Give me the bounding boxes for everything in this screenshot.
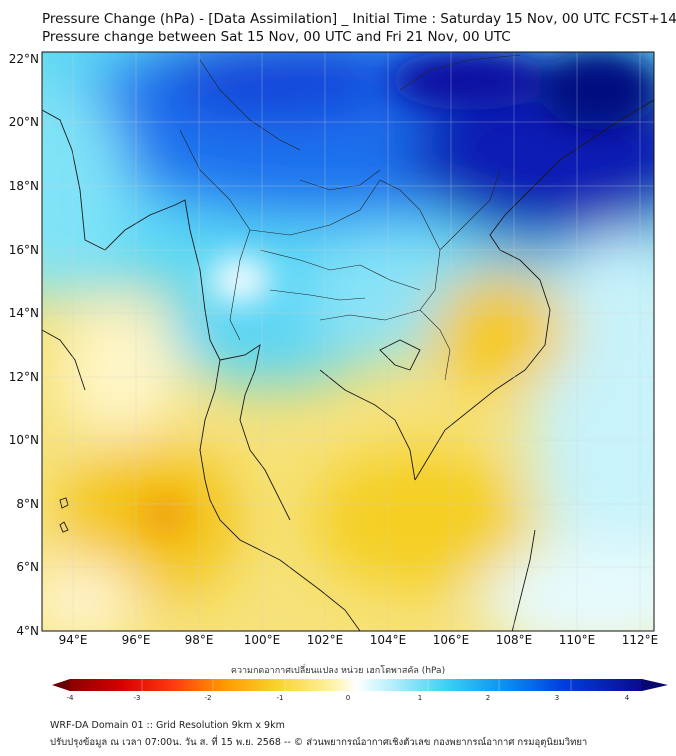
lat-label: 10°N xyxy=(9,433,39,447)
colorbar-tick: 4 xyxy=(625,694,630,702)
lat-label: 22°N xyxy=(9,52,39,66)
lat-label: 16°N xyxy=(9,243,39,257)
map-border xyxy=(41,51,655,632)
lon-label: 98°E xyxy=(185,633,214,647)
colorbar-tick: -3 xyxy=(134,694,141,702)
lat-axis: 22°N 20°N 18°N 16°N 14°N 12°N 10°N 8°N 6… xyxy=(9,52,39,638)
lon-label: 108°E xyxy=(496,633,533,647)
colorbar: -4 -3 -2 -1 0 1 2 3 4 xyxy=(52,679,668,702)
lon-axis: 94°E 96°E 98°E 100°E 102°E 104°E 106°E 1… xyxy=(59,633,659,647)
map-title: Pressure Change (hPa) - [Data Assimilati… xyxy=(42,11,676,27)
colorbar-tick: -1 xyxy=(277,694,284,702)
map-subtitle: Pressure change between Sat 15 Nov, 00 U… xyxy=(42,29,511,45)
country-borders xyxy=(179,54,521,381)
lon-label: 94°E xyxy=(59,633,88,647)
lat-label: 8°N xyxy=(16,497,39,511)
footer-credit: ปรับปรุงข้อมูล ณ เวลา 07:00น. วัน ส. ที่… xyxy=(50,737,588,748)
pressure-field xyxy=(42,52,654,631)
lat-label: 4°N xyxy=(16,624,39,638)
colorbar-min-arrow xyxy=(52,679,70,691)
colorbar-max-arrow xyxy=(642,679,668,691)
colorbar-tick: 1 xyxy=(418,694,422,702)
gridlines xyxy=(42,52,654,631)
lat-label: 6°N xyxy=(16,560,39,574)
colorbar-tick: 3 xyxy=(555,694,559,702)
colorbar-tick: 2 xyxy=(486,694,490,702)
colorbar-tick: -4 xyxy=(67,694,75,702)
lon-label: 102°E xyxy=(307,633,344,647)
coastlines xyxy=(42,99,654,631)
lat-label: 18°N xyxy=(9,179,39,193)
lat-label: 12°N xyxy=(9,370,39,384)
lon-label: 106°E xyxy=(433,633,470,647)
footer-model-info: WRF-DA Domain 01 :: Grid Resolution 9km … xyxy=(50,720,285,731)
lon-label: 110°E xyxy=(559,633,596,647)
lat-label: 20°N xyxy=(9,115,39,129)
colorbar-tick: 0 xyxy=(346,694,350,702)
colorbar-label: ความกดอากาศเปลี่ยนแปลง หน่วย เฮกโตพาสคัล… xyxy=(230,666,446,676)
lat-label: 14°N xyxy=(9,306,39,320)
lon-label: 112°E xyxy=(622,633,659,647)
lon-label: 100°E xyxy=(244,633,281,647)
colorbar-tick: -2 xyxy=(205,694,212,702)
lon-label: 96°E xyxy=(122,633,151,647)
lon-label: 104°E xyxy=(370,633,407,647)
